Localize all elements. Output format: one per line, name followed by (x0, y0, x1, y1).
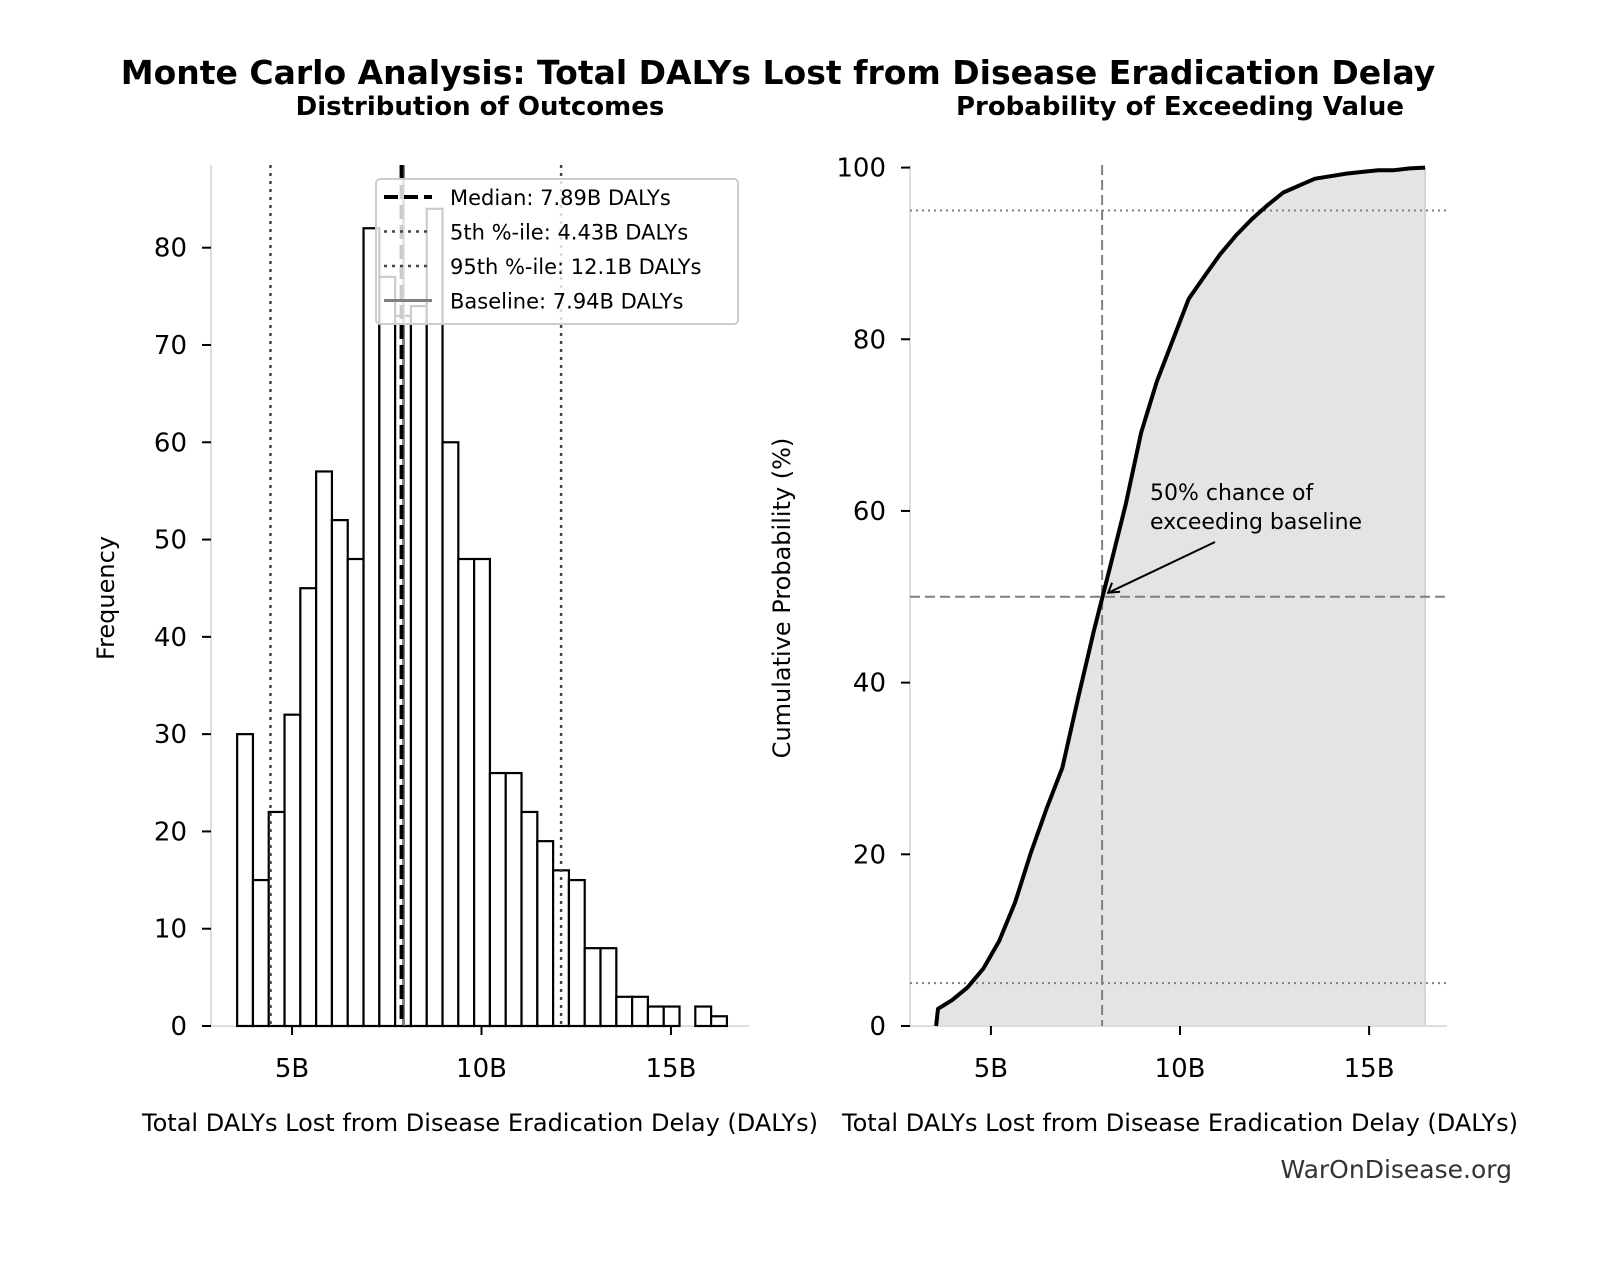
annotation-text: 50% chance of (1150, 481, 1314, 506)
x-tick-label: 15B (645, 1054, 696, 1084)
y-tick-label: 80 (154, 234, 187, 264)
histogram-bar (315, 470, 334, 1028)
histogram-bar (662, 1005, 681, 1028)
figure-title: Monte Carlo Analysis: Total DALYs Lost f… (121, 53, 1436, 92)
arrow-head-icon (1106, 582, 1121, 594)
histogram-bar (567, 878, 586, 1028)
right-x-axis-label: Total DALYs Lost from Disease Eradicatio… (841, 1109, 1518, 1137)
annotation: 50% chance of exceeding baseline (1106, 481, 1362, 594)
legend-box (375, 178, 739, 325)
y-tick-label: 70 (154, 331, 187, 361)
y-tick-label: 0 (170, 1012, 187, 1042)
y-tick-label: 20 (853, 840, 886, 870)
y-tick-label: 20 (154, 817, 187, 847)
y-tick-label: 30 (154, 720, 187, 750)
y-tick-label: 10 (154, 915, 187, 945)
annotation-arrow (1107, 541, 1216, 594)
y-tick-label: 40 (853, 669, 886, 699)
histogram-bar (283, 713, 302, 1028)
histogram-bar (236, 733, 255, 1028)
cdf-plot: 0 20 40 60 80 100 5B 10B 15B 50% chance of exceedi… (836, 154, 1447, 1084)
histogram-bar (583, 947, 602, 1028)
y-tick-label: 40 (154, 623, 187, 653)
histogram-bar (409, 304, 428, 1028)
legend-label: Baseline: 7.94B DALYs (450, 290, 683, 314)
x-tick-label: 15B (1344, 1054, 1395, 1084)
histogram-bar (615, 995, 634, 1028)
x-tick-label: 10B (1155, 1054, 1206, 1084)
histogram-bar (710, 1015, 729, 1028)
histogram-bar (536, 840, 555, 1028)
left-chart-title: Distribution of Outcomes (296, 92, 665, 122)
y-tick-label: 100 (836, 154, 886, 184)
y-tick-label: 60 (154, 428, 187, 458)
legend-label: 95th %-ile: 12.1B DALYs (450, 255, 702, 279)
x-tick-label: 10B (456, 1054, 507, 1084)
histogram-bar (330, 519, 349, 1028)
legend-label: Median: 7.89B DALYs (450, 186, 671, 210)
cdf-line (934, 165, 1426, 1027)
histogram-bar (362, 227, 381, 1028)
annotation-text: exceeding baseline (1150, 510, 1362, 535)
y-tick-label: 60 (853, 497, 886, 527)
histogram-bar (631, 995, 650, 1028)
histogram-bar (473, 557, 492, 1028)
x-tick-label: 5B (974, 1054, 1008, 1084)
histogram-bar (504, 771, 523, 1028)
histogram-bar (457, 557, 476, 1028)
left-x-axis-label: Total DALYs Lost from Disease Eradicatio… (141, 1109, 818, 1137)
y-tick-label: 50 (154, 526, 187, 556)
legend-label: 5th %-ile: 4.43B DALYs (450, 221, 688, 245)
right-y-axis-label: Cumulative Probability (%) (768, 438, 796, 759)
histogram-bar (694, 1005, 713, 1028)
right-chart-title: Probability of Exceeding Value (956, 92, 1404, 122)
x-tick-label: 5B (275, 1054, 309, 1084)
histogram-bar (646, 1005, 665, 1028)
histogram-bar (346, 557, 365, 1028)
left-y-axis-label: Frequency (92, 536, 120, 660)
legend: Median: 7.89B DALYs 5th %-ile: 4.43B DALY… (375, 178, 739, 325)
histogram-bar (378, 275, 397, 1028)
y-tick-label: 80 (853, 325, 886, 355)
histogram-bar (425, 207, 444, 1028)
histogram-bar (488, 771, 507, 1028)
histogram-bar (299, 587, 318, 1028)
histogram-bar (441, 441, 460, 1028)
histogram-bar (599, 947, 618, 1028)
y-tick-label: 0 (869, 1012, 886, 1042)
histogram-bar (520, 810, 539, 1028)
histogram-plot: 0 10 20 30 40 50 60 70 80 5B 10B 15B Median: 7.89B D… (154, 165, 749, 1084)
histogram-bar (251, 878, 270, 1028)
footer-source: WarOnDisease.org (1280, 1155, 1512, 1184)
